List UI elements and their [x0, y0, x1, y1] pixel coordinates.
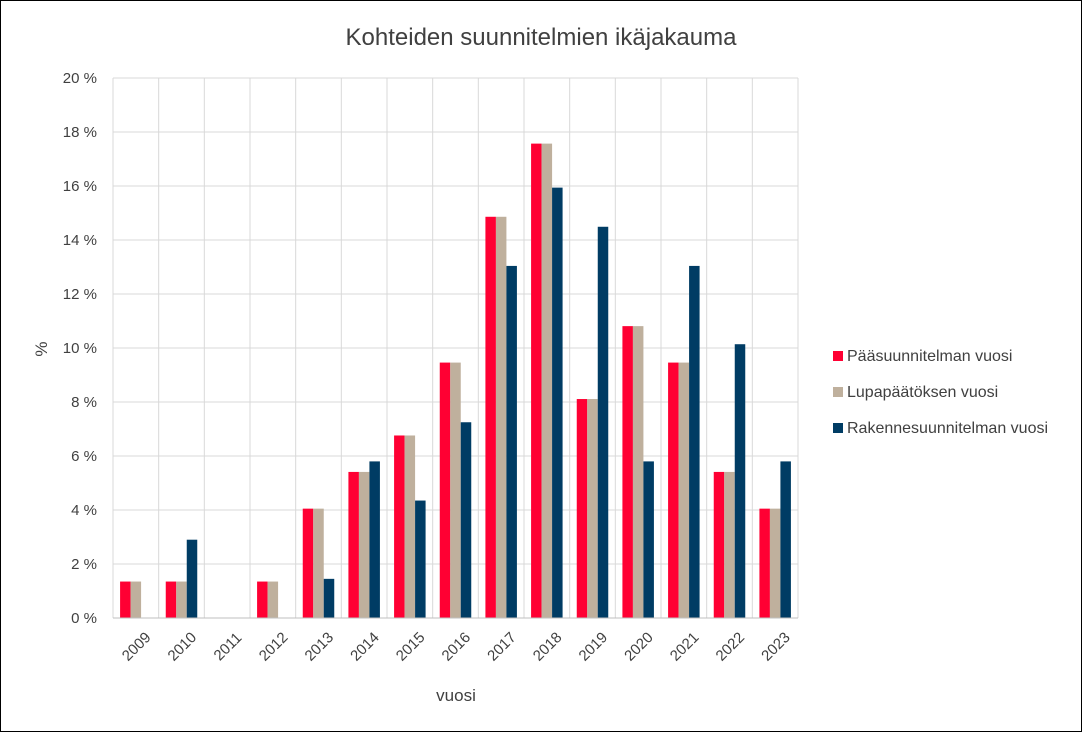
legend-label: Rakennesuunnitelman vuosi — [847, 420, 1048, 437]
y-axis-ticks: 0 % 2 % 4 % 6 % 8 % 10 % 12 % 14 % 16 % 18 % 20 % — [63, 70, 97, 627]
bar-2015-series-1 — [394, 435, 405, 618]
bar-2021-series-2 — [678, 362, 690, 618]
bar-2009-series-2 — [130, 581, 142, 618]
y-tick-label: 14 % — [63, 232, 97, 249]
y-tick-label: 2 % — [71, 556, 97, 573]
bar-2018-series-3 — [552, 187, 563, 618]
chart-title: Kohteiden suunnitelmien ikäjakauma — [346, 24, 738, 51]
gridlines — [112, 77, 799, 619]
y-tick-label: 20 % — [63, 70, 97, 87]
bar-2013-series-2 — [313, 508, 324, 618]
y-tick-label: 8 % — [71, 394, 97, 411]
x-tick-label: 2021 — [667, 629, 703, 665]
y-tick-label: 6 % — [71, 448, 97, 465]
bar-2010-series-3 — [186, 539, 198, 618]
x-tick-label: 2016 — [439, 629, 475, 665]
y-tick-label: 12 % — [63, 286, 97, 303]
x-tick-label: 2015 — [393, 629, 429, 665]
bar-2022-series-1 — [713, 471, 725, 618]
bar-2019-series-3 — [597, 226, 609, 618]
bar-2009-series-1 — [120, 581, 131, 618]
y-tick-label: 18 % — [63, 124, 97, 141]
x-tick-label: 2011 — [211, 629, 246, 664]
bar-2019-series-1 — [576, 399, 588, 618]
bar-2014-series-1 — [348, 471, 359, 618]
bar-2013-series-3 — [323, 578, 335, 618]
legend-label: Pääsuunnitelman vuosi — [847, 348, 1012, 365]
bar-2017-series-1 — [485, 216, 496, 618]
bar-2020-series-3 — [643, 461, 654, 618]
y-tick-label: 0 % — [71, 610, 97, 627]
bar-2016-series-1 — [439, 362, 451, 618]
bar-2014-series-3 — [369, 461, 380, 618]
y-tick-label: 4 % — [71, 502, 97, 519]
x-axis-ticks: 2009 2010 2011 2012 2013 2014 2015 2016 2017 2018… — [119, 629, 794, 665]
legend: Pääsuunnitelman vuosi Lupapäätöksen vuosi… — [833, 348, 1048, 437]
bar-2010-series-2 — [176, 581, 187, 618]
legend-swatch — [833, 387, 843, 397]
x-tick-label: 2012 — [256, 629, 292, 665]
x-tick-label: 2020 — [621, 629, 657, 665]
y-tick-label: 10 % — [63, 340, 97, 357]
x-tick-label: 2019 — [576, 629, 612, 665]
bar-2017-series-2 — [495, 216, 507, 618]
bar-2012-series-1 — [257, 581, 268, 618]
bar-2022-series-2 — [724, 471, 735, 618]
bar-2014-series-2 — [358, 471, 370, 618]
x-tick-label: 2017 — [484, 629, 520, 665]
bar-2020-series-1 — [622, 326, 633, 618]
x-tick-label: 2010 — [165, 629, 201, 665]
x-tick-label: 2009 — [119, 629, 155, 665]
bars — [113, 143, 798, 619]
bar-2015-series-3 — [415, 500, 426, 618]
bar-2021-series-3 — [689, 265, 700, 618]
legend-swatch — [833, 423, 843, 433]
x-tick-label: 2023 — [758, 629, 794, 665]
bar-2012-series-2 — [267, 581, 279, 618]
x-tick-label: 2014 — [347, 629, 383, 665]
legend-label: Lupapäätöksen vuosi — [847, 384, 998, 401]
bar-2015-series-2 — [404, 435, 416, 618]
bar-2018-series-2 — [541, 143, 553, 619]
bar-2021-series-1 — [668, 362, 679, 618]
bar-2010-series-1 — [165, 581, 177, 618]
bar-2018-series-1 — [531, 143, 542, 619]
bar-2020-series-2 — [632, 326, 644, 618]
x-tick-label: 2022 — [713, 629, 749, 665]
x-tick-label: 2018 — [530, 629, 566, 665]
bar-2019-series-2 — [587, 399, 598, 618]
bar-2017-series-3 — [506, 265, 517, 618]
bar-2013-series-1 — [302, 508, 314, 618]
legend-swatch — [833, 351, 843, 361]
y-axis-label: % — [32, 341, 51, 356]
x-tick-label: 2013 — [302, 629, 338, 665]
bar-2023-series-2 — [769, 508, 781, 618]
y-tick-label: 16 % — [63, 178, 97, 195]
bar-2016-series-2 — [450, 362, 461, 618]
bar-2016-series-3 — [460, 422, 472, 618]
bar-2023-series-1 — [759, 508, 770, 618]
bar-2023-series-3 — [780, 461, 791, 618]
x-axis-label: vuosi — [436, 686, 476, 705]
bar-2022-series-3 — [734, 344, 746, 618]
